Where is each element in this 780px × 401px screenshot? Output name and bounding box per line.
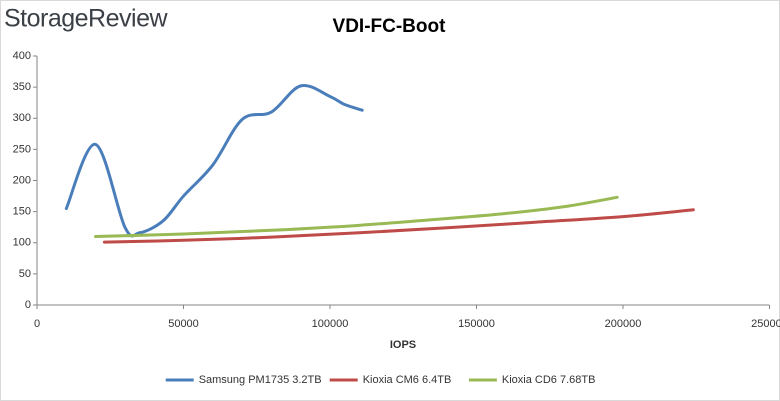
y-tick-label: 0	[25, 299, 31, 311]
x-axis-label: IOPS	[390, 339, 416, 351]
legend-label: Kioxia CD6 7.68TB	[502, 374, 596, 386]
series-line	[64, 83, 364, 238]
brand-logo: StorageReview	[4, 5, 168, 33]
legend-label: Kioxia CM6 6.4TB	[363, 374, 452, 386]
x-tick-label: 0	[34, 318, 40, 330]
x-tick-label: 200000	[605, 318, 642, 330]
series-line	[94, 195, 619, 239]
x-tick-label: 250000	[751, 318, 780, 330]
y-tick-label: 150	[13, 206, 31, 218]
y-tick-label: 50	[19, 268, 31, 280]
x-tick-label: 50000	[168, 318, 199, 330]
y-tick-label: 400	[13, 50, 31, 62]
y-tick-label: 350	[13, 81, 31, 93]
chart-title: VDI-FC-Boot	[333, 16, 447, 37]
legend-label: Samsung PM1735 3.2TB	[199, 374, 322, 386]
y-tick-label: 250	[13, 143, 31, 155]
x-tick-label: 150000	[458, 318, 495, 330]
y-tick-label: 300	[13, 112, 31, 124]
series-line	[102, 208, 695, 244]
y-tick-label: 200	[13, 174, 31, 186]
y-tick-label: 100	[13, 237, 31, 249]
x-tick-label: 100000	[312, 318, 349, 330]
